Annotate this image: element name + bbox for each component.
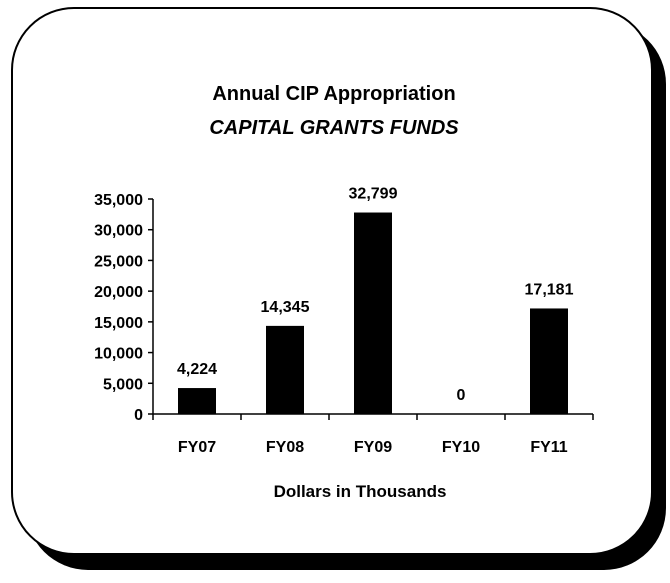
bar (530, 308, 568, 414)
x-tick-label: FY07 (178, 439, 216, 456)
x-tick-label: FY11 (530, 439, 567, 456)
value-label: 17,181 (525, 281, 574, 298)
bar (178, 388, 216, 414)
x-axis-label: Dollars in Thousands (274, 482, 447, 501)
y-tick-label: 35,000 (94, 192, 143, 209)
value-label: 0 (457, 387, 466, 404)
y-tick-label: 20,000 (94, 284, 143, 301)
bar (266, 325, 304, 414)
chart-box (11, 7, 653, 555)
y-tick-label: 5,000 (103, 376, 143, 393)
y-tick-label: 30,000 (94, 223, 143, 240)
chart-title: Annual CIP Appropriation (212, 83, 455, 105)
x-tick-label: FY08 (266, 439, 304, 456)
y-tick-label: 10,000 (94, 346, 143, 363)
chart-subtitle: CAPITAL GRANTS FUNDS (209, 117, 459, 139)
value-label: 32,799 (349, 186, 398, 203)
value-label: 14,345 (261, 299, 310, 316)
y-tick-label: 15,000 (94, 315, 143, 332)
x-tick-label: FY09 (354, 439, 392, 456)
x-tick-label: FY10 (442, 439, 480, 456)
bar (354, 212, 392, 414)
value-label: 4,224 (177, 361, 217, 378)
y-tick-label: 0 (134, 407, 143, 424)
y-tick-label: 25,000 (94, 253, 143, 270)
